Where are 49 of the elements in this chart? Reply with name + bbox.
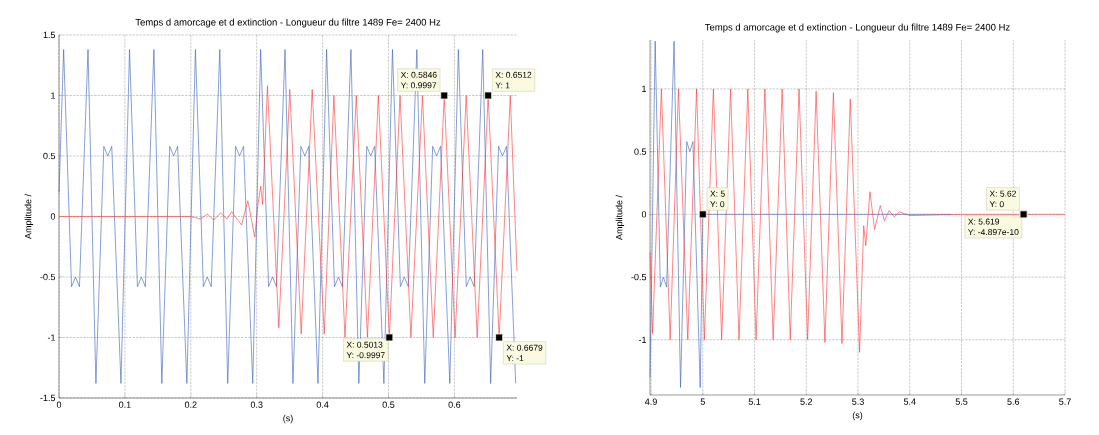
y-tick-label: 0 [641,211,647,218]
x-tick-label: 0.1 [119,401,131,408]
chart-title: Temps d amorcage et d extinction - Longueur du filtre 1489 Fe= 2400 Hz [704,23,1010,33]
annotation: Y: 0.9997 [400,82,437,89]
y-tick-label: 0.5 [43,152,56,160]
annotation: Y: -4.897e-10 [968,229,1019,236]
annotation: X: 0.5846 [400,71,437,78]
y-tick-label: 1 [51,92,56,99]
x-tick-label: 5.7 [1059,398,1071,405]
x-tick-label: 5.4 [903,398,916,405]
x-axis-title: (s) [852,411,863,421]
y-axis-title: Amplitude / [615,195,625,240]
annotation: Y: 0 [989,201,1004,208]
x-tick-label: 0.3 [250,401,263,408]
y-tick-label: -1 [47,334,56,341]
x-tick-label: 5.5 [955,398,968,405]
y-tick-label: -1.5 [40,394,56,402]
x-tick-label: 0 [56,401,62,408]
x-tick-label: 5.1 [748,398,761,405]
x-tick-label: 0.2 [184,401,197,408]
x-tick-label: 5.3 [852,398,864,405]
x-tick-label: 4.9 [644,398,657,405]
annotation: X: 5.62 [989,190,1016,197]
x-tick-label: 0.6 [448,401,461,408]
annotation: X: 0.6512 [495,71,532,78]
annotation: Y: 1 [495,82,510,89]
y-tick-label: 0 [50,213,56,220]
line-series [649,88,1066,353]
x-tick-label: 0.5 [382,401,395,408]
annotation: X: 5 [710,190,725,197]
x-tick-label: 5 [700,398,705,405]
y-tick-label: 1 [642,85,647,93]
annotation: Y: -1 [506,355,524,362]
annotation: X: 0.6679 [506,344,543,351]
annotation: Y: 0 [710,201,725,208]
annotation: X: 5.619 [968,218,1000,225]
x-tick-label: 5.6 [1007,398,1020,405]
x-axis-title: (s) [283,414,293,424]
y-tick-label: -1 [638,336,647,343]
y-tick-label: -0.5 [40,273,56,281]
y-tick-label: -0.5 [631,273,647,281]
annotation: Y: -0.9997 [346,352,385,359]
x-tick-label: 0.4 [316,401,329,408]
y-tick-label: 1.5 [43,31,56,39]
annotation: X: 0.5013 [346,341,383,348]
y-tick-label: 0.5 [634,148,647,155]
y-axis-title: Amplitude / [24,194,34,239]
chart-title: Temps d amorcage et d extinction - Longueur du filtre 1489 Fe= 2400 Hz [135,18,441,28]
x-tick-label: 5.2 [800,398,813,405]
